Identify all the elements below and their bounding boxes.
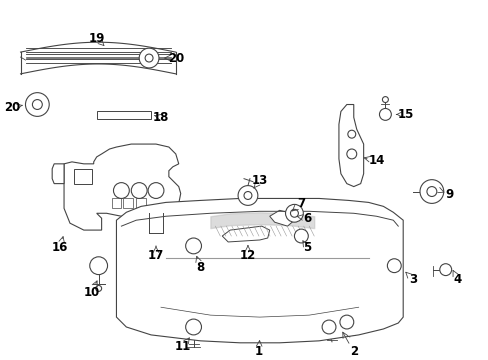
Circle shape [96,285,102,291]
Circle shape [285,204,303,222]
Circle shape [386,259,400,273]
Circle shape [148,183,163,198]
Text: 13: 13 [251,174,267,187]
Circle shape [379,108,390,120]
Polygon shape [97,112,151,120]
Polygon shape [338,104,363,186]
Circle shape [339,315,353,329]
Text: 8: 8 [196,261,204,274]
Text: 5: 5 [303,242,311,255]
Circle shape [244,192,251,199]
Polygon shape [74,169,92,184]
Text: 15: 15 [397,108,413,121]
Circle shape [238,186,257,205]
Text: 7: 7 [297,197,305,210]
Text: 10: 10 [83,286,100,299]
Text: 4: 4 [452,273,461,286]
Text: 20: 20 [4,101,20,114]
Polygon shape [64,144,181,230]
Circle shape [139,48,159,68]
Text: 1: 1 [254,345,263,358]
Circle shape [294,229,307,243]
Circle shape [185,238,201,254]
Text: 19: 19 [88,32,104,45]
Polygon shape [111,198,121,208]
Circle shape [90,257,107,275]
Polygon shape [222,226,269,242]
Text: 3: 3 [408,273,416,286]
Circle shape [419,180,443,203]
Polygon shape [269,210,294,226]
Circle shape [290,209,298,217]
Circle shape [382,96,387,103]
Circle shape [131,183,147,198]
Circle shape [426,186,436,197]
Circle shape [185,319,201,335]
Circle shape [25,93,49,116]
Polygon shape [52,164,64,184]
Polygon shape [136,198,146,208]
Text: 2: 2 [349,345,357,358]
Text: 18: 18 [152,111,169,124]
Polygon shape [116,198,403,343]
Circle shape [347,130,355,138]
Circle shape [113,183,129,198]
Circle shape [346,149,356,159]
Polygon shape [123,198,133,208]
Circle shape [145,54,153,62]
Text: 20: 20 [167,51,183,64]
Text: 6: 6 [303,212,311,225]
Text: 16: 16 [52,242,68,255]
Circle shape [322,320,335,334]
Circle shape [32,100,42,109]
Text: 11: 11 [174,340,190,353]
Text: 12: 12 [239,249,256,262]
Text: 17: 17 [147,249,164,262]
Text: 9: 9 [445,188,453,201]
Circle shape [439,264,451,275]
Text: 14: 14 [367,154,384,167]
